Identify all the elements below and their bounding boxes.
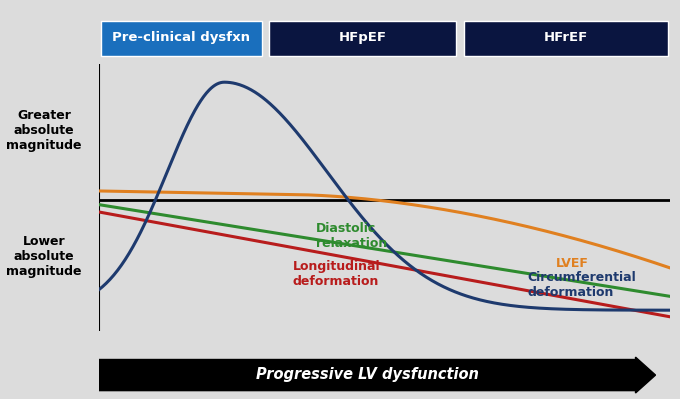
Text: HFpEF: HFpEF <box>339 31 387 43</box>
Text: Pre-clinical dysfxn: Pre-clinical dysfxn <box>112 31 250 43</box>
Text: Greater
absolute
magnitude: Greater absolute magnitude <box>6 109 82 152</box>
Text: Diastolic
relaxation: Diastolic relaxation <box>316 221 387 249</box>
FancyBboxPatch shape <box>101 21 262 56</box>
Text: Longitudinal
deformation: Longitudinal deformation <box>293 259 380 288</box>
Text: Progressive LV dysfunction: Progressive LV dysfunction <box>256 367 479 382</box>
FancyBboxPatch shape <box>464 21 668 56</box>
FancyArrow shape <box>99 357 656 393</box>
Text: LVEF: LVEF <box>556 257 588 270</box>
Text: HFrEF: HFrEF <box>543 31 588 43</box>
Text: Lower
absolute
magnitude: Lower absolute magnitude <box>6 235 82 278</box>
FancyBboxPatch shape <box>269 21 456 56</box>
Text: Circumferential
deformation: Circumferential deformation <box>527 271 636 299</box>
